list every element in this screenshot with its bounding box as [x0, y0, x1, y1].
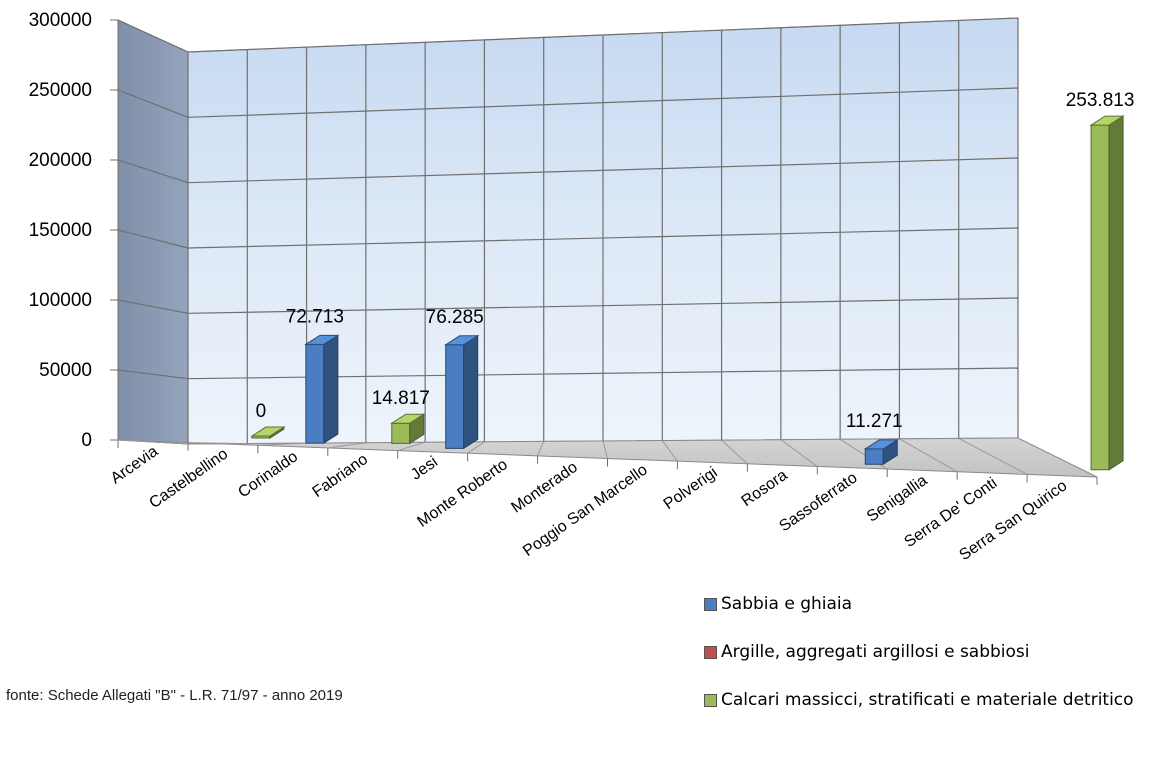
legend: Sabbia e ghiaia Argille, aggregati argil…	[704, 592, 1144, 726]
side-gridline	[117, 89, 189, 118]
x-tick-label: Polverigi	[661, 464, 721, 513]
side-gridline	[117, 369, 189, 380]
floor-gridline	[187, 442, 248, 445]
bar-jesi-front	[445, 344, 465, 449]
legend-swatch-sabbia	[704, 598, 717, 611]
legend-label-argille: Argille, aggregati argillosi e sabbiosi	[721, 642, 1030, 662]
x-tick-label: Senigallia	[864, 472, 931, 526]
x-tick-label: Fabriano	[310, 451, 372, 501]
legend-swatch-calcari	[704, 694, 717, 707]
y-tick-label: 50000	[39, 360, 92, 381]
x-tick-label: Monterado	[508, 459, 580, 517]
legend-item-calcari: Calcari massicci, stratificati e materia…	[704, 688, 1144, 712]
data-label: 76.285	[426, 307, 484, 328]
floor-gridline	[397, 441, 426, 452]
floor-gridline	[899, 438, 958, 473]
legend-item-argille: Argille, aggregati argillosi e sabbiosi	[704, 640, 1144, 664]
y-tick-label: 200000	[29, 150, 92, 171]
bar-corinaldo-front	[305, 343, 325, 444]
bar-corinaldo-side	[323, 334, 339, 445]
data-label: 72.713	[286, 306, 344, 327]
floor-gridline	[661, 440, 678, 462]
data-label: 11.271	[846, 411, 903, 432]
legend-item-sabbia: Sabbia e ghiaia	[704, 592, 1144, 616]
bar-serra-san-quirico-front	[1090, 124, 1110, 471]
bar-castelbellino-top	[250, 426, 286, 437]
bar-sassoferrato-top	[863, 439, 899, 450]
side-gridline	[117, 229, 189, 249]
floor-gridline	[721, 439, 748, 465]
bar-jesi-side	[463, 334, 479, 450]
source-note: fonte: Schede Allegati "B" - L.R. 71/97 …	[6, 687, 343, 704]
side-gridline	[117, 299, 189, 314]
bar-serra-san-quirico-top	[1089, 115, 1125, 126]
bar-serra-san-quirico-side	[1108, 115, 1124, 471]
data-label: 14.817	[372, 388, 430, 409]
data-label: 0	[256, 401, 267, 422]
legend-swatch-argille	[704, 646, 717, 659]
floor-gridline	[327, 442, 366, 449]
bar-corinaldo-top	[304, 334, 340, 345]
side-gridline	[117, 19, 189, 53]
side-wall	[117, 19, 189, 445]
floor-gridline	[537, 441, 545, 457]
floor-gridline	[117, 439, 189, 445]
bar-fabriano-top	[390, 413, 426, 424]
x-tick-label: Jesi	[408, 453, 441, 483]
bar-jesi-top	[444, 335, 480, 346]
floor-gridline	[958, 437, 1028, 475]
floor-gridline	[467, 441, 485, 454]
y-tick-label: 150000	[29, 220, 92, 241]
x-tick-label: Arcevia	[108, 443, 162, 488]
x-tick-label: Corinaldo	[235, 448, 301, 501]
legend-label-sabbia: Sabbia e ghiaia	[721, 594, 853, 614]
y-tick-label: 0	[81, 430, 92, 451]
floor-gridline	[257, 442, 307, 446]
bar-fabriano-front	[391, 422, 411, 444]
y-tick-label: 300000	[29, 10, 92, 31]
side-gridline	[117, 159, 189, 184]
floor-gridline	[780, 439, 818, 467]
data-label: 253.813	[1066, 90, 1135, 111]
y-tick-label: 100000	[29, 290, 92, 311]
floor-gridline	[602, 440, 608, 459]
x-tick-label: Poggio San Marcello	[520, 461, 651, 560]
y-tick-label: 250000	[29, 80, 92, 101]
legend-label-calcari: Calcari massicci, stratificati e materia…	[721, 690, 1134, 710]
bar-sassoferrato-front	[864, 448, 884, 465]
x-tick-label: Rosora	[739, 467, 791, 511]
